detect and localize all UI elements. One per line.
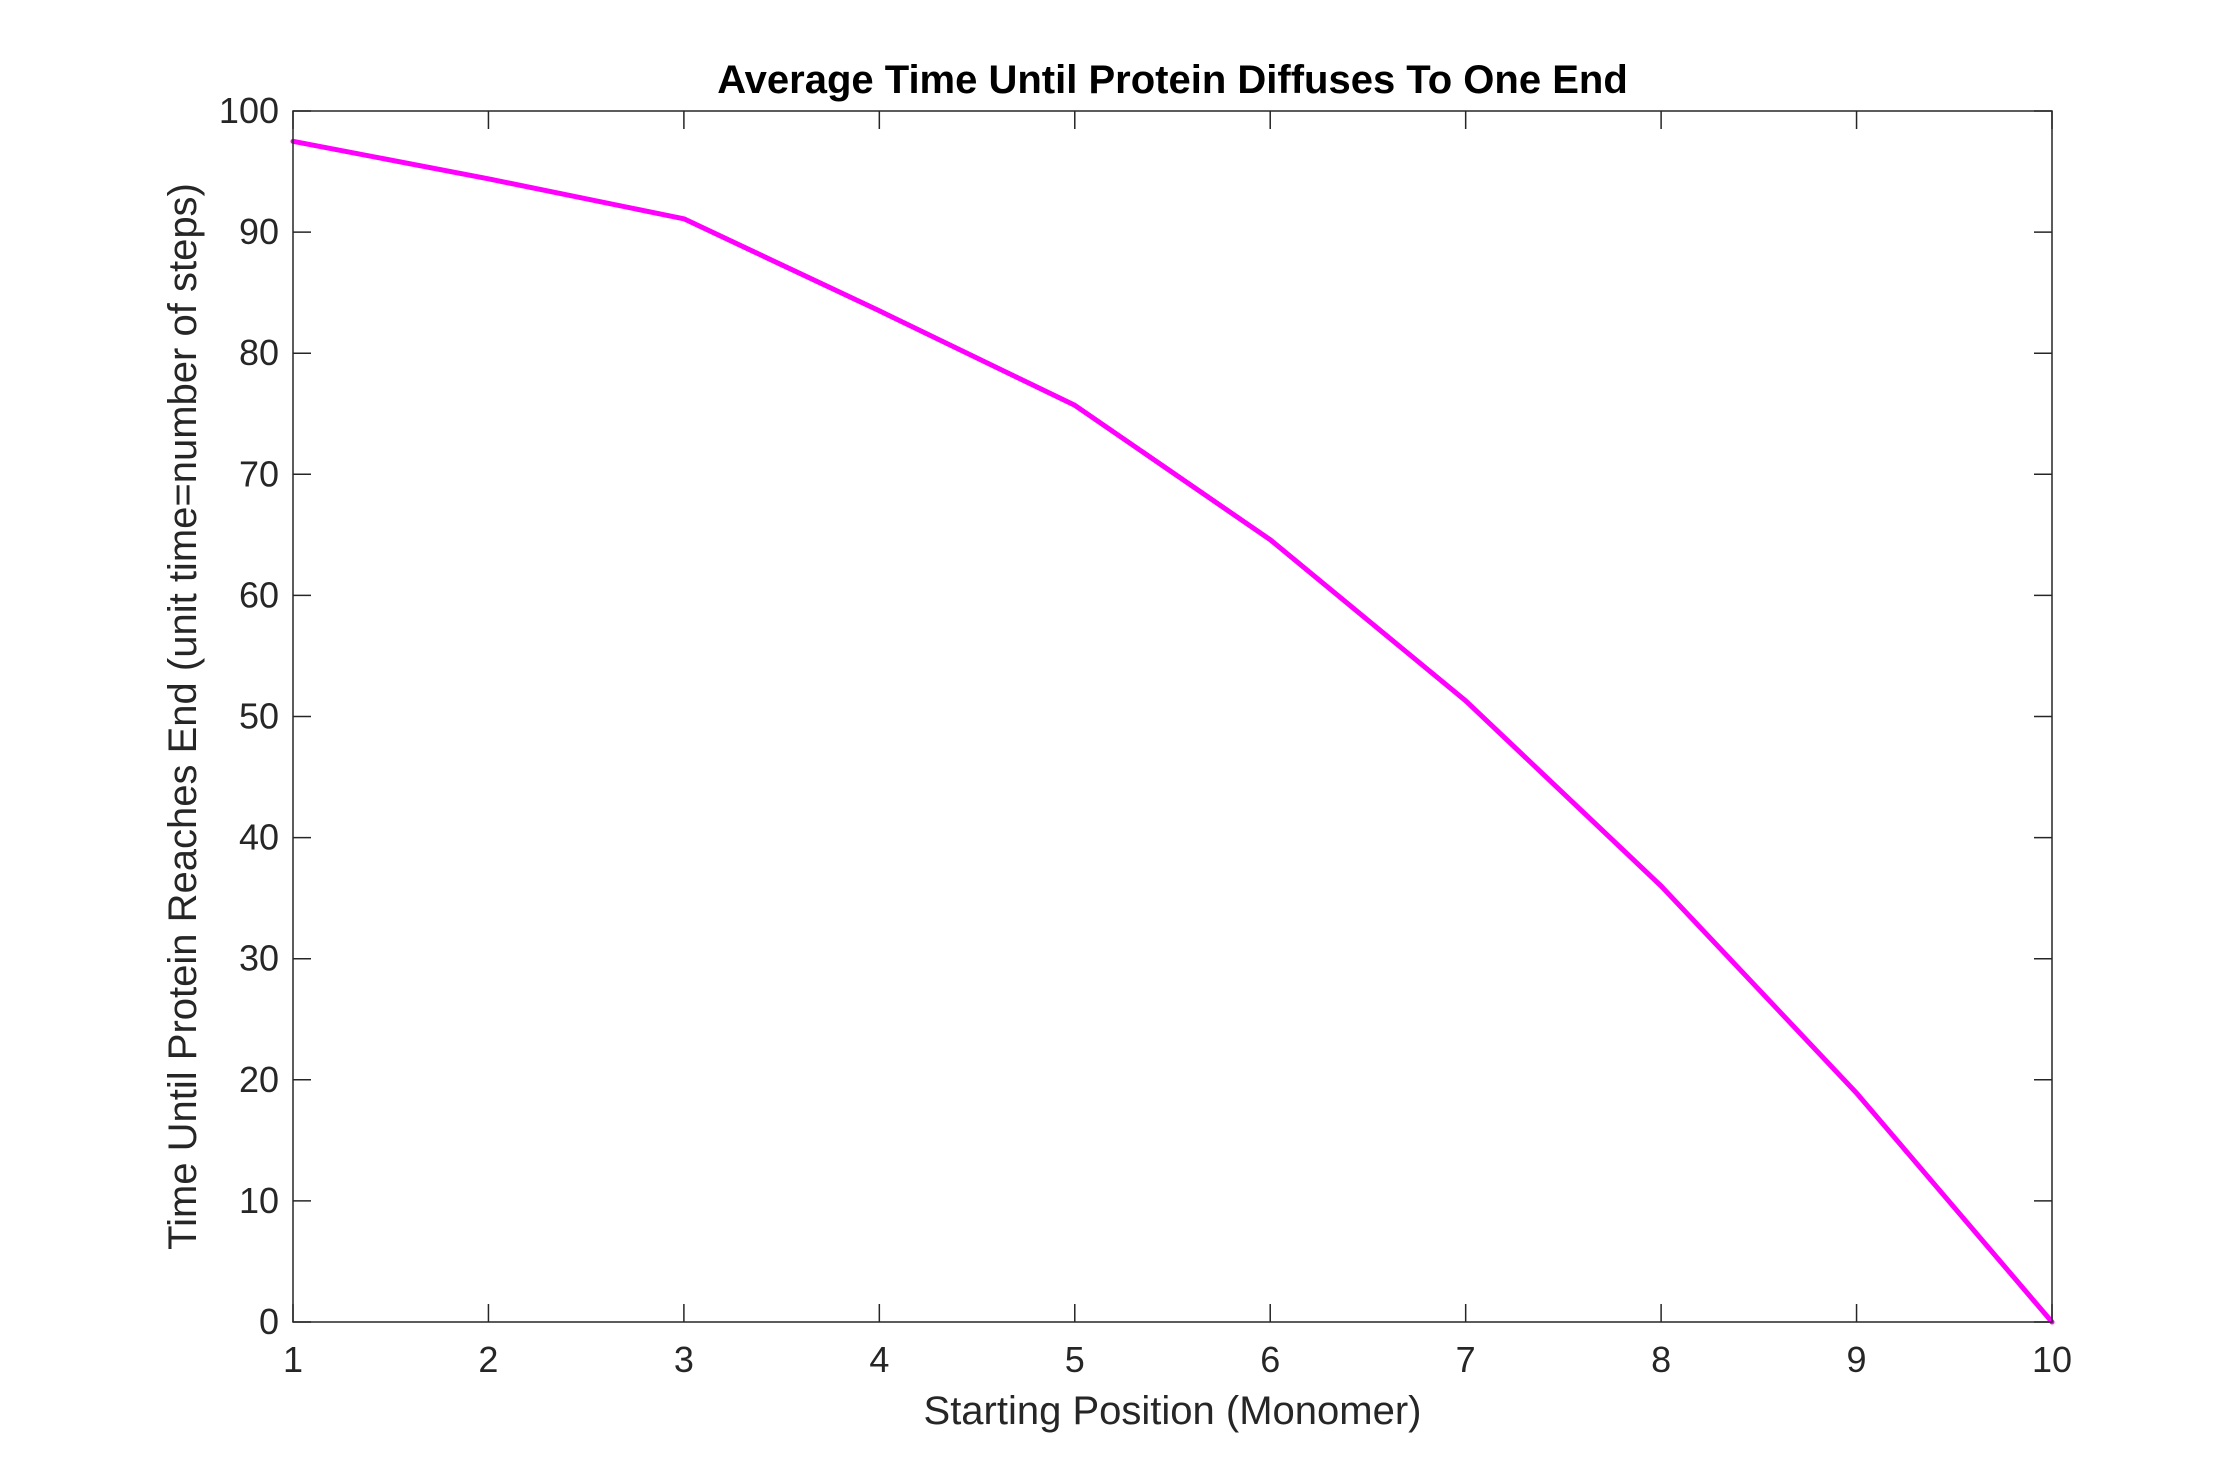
x-tick-label: 10 [2032,1339,2072,1380]
y-tick-label: 30 [239,938,279,979]
y-tick-label: 70 [239,453,279,494]
chart-title: Average Time Until Protein Diffuses To O… [717,58,1628,102]
ticks-layer [292,110,2053,1323]
x-tick-label: 6 [1260,1339,1280,1380]
x-tick-label: 1 [283,1339,303,1380]
x-axis-title: Starting Position (Monomer) [924,1389,1422,1433]
y-tick-label: 100 [219,90,279,131]
y-tick-label: 90 [239,211,279,252]
x-tick-label: 5 [1065,1339,1085,1380]
y-tick-label: 60 [239,574,279,615]
series-line [290,138,2055,1325]
x-tick-label: 8 [1651,1339,1671,1380]
plot-area-frame [292,110,2053,1323]
y-tick-label: 40 [239,817,279,858]
x-tick-label: 3 [674,1339,694,1380]
y-axis-title: Time Until Protein Reaches End (unit tim… [161,183,205,1250]
y-tick-label: 50 [239,696,279,737]
y-tick-label: 20 [239,1059,279,1100]
y-tick-label: 10 [239,1180,279,1221]
y-tick-label: 0 [259,1301,279,1342]
series-layer [290,138,2055,1325]
x-tick-label: 4 [869,1339,889,1380]
x-tick-label: 9 [1847,1339,1867,1380]
x-tick-label: 7 [1456,1339,1476,1380]
x-tick-label: 2 [478,1339,498,1380]
y-tick-label: 80 [239,332,279,373]
